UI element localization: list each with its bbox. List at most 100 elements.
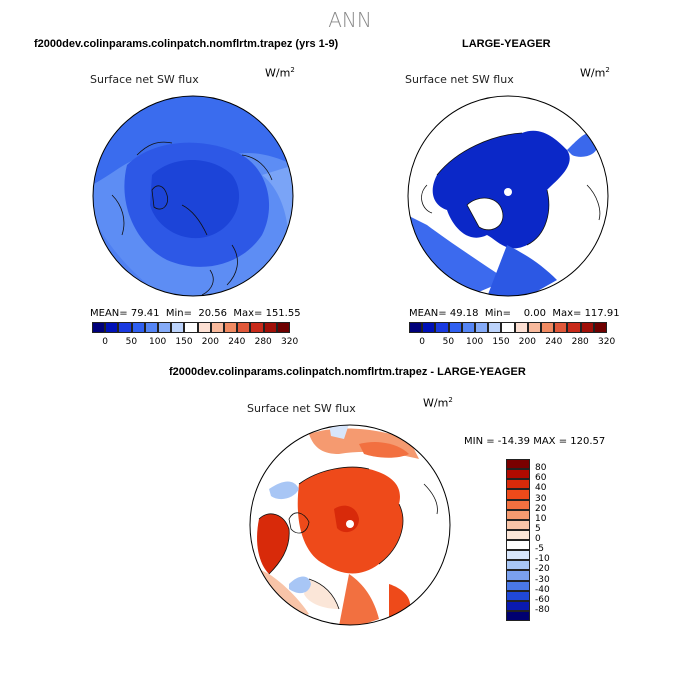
diff-colorbar	[506, 459, 530, 621]
colorbar-tick-label: 30	[535, 493, 547, 504]
diff-variable-label: Surface net SW flux	[247, 402, 356, 415]
diff-units-exp: 2	[448, 396, 453, 404]
colorbar-cell	[506, 600, 530, 611]
left-colorbar	[92, 322, 291, 333]
colorbar-cell	[197, 322, 211, 333]
colorbar-cell	[475, 322, 489, 333]
right-field-ocean	[487, 245, 557, 296]
colorbar-cell	[506, 540, 530, 551]
diff-field-zone	[304, 579, 339, 609]
diff-field-zone	[329, 425, 349, 439]
diff-units-base: W/m	[423, 396, 449, 410]
colorbar-cell	[506, 590, 530, 601]
colorbar-cell	[171, 322, 185, 333]
diff-colorbar-ticks: 80 60 40 30 20 10 5 0 -5 -10 -20 -30 -40 -60 -80	[535, 459, 575, 621]
colorbar-cell	[554, 322, 568, 333]
colorbar-cell	[541, 322, 555, 333]
colorbar-cell	[506, 519, 530, 530]
colorbar-cell	[210, 322, 225, 333]
diff-panel-title: f2000dev.colinparams.colinpatch.nomflrtm…	[169, 366, 526, 378]
colorbar-tick-label: 0	[419, 337, 425, 347]
colorbar-cell	[506, 489, 530, 500]
colorbar-cell	[448, 322, 462, 333]
colorbar-cell	[506, 570, 530, 581]
colorbar-cell	[506, 580, 530, 591]
colorbar-cell	[118, 322, 132, 333]
right-coastline	[421, 132, 601, 246]
colorbar-tick-label: -30	[535, 574, 550, 585]
right-stats: MEAN= 49.18 Min= 0.00 Max= 117.91	[409, 308, 620, 319]
left-max-value: 151.55	[265, 308, 301, 319]
left-colorbar-ticks: 0 50 100 150 200 240 280 320	[92, 337, 298, 349]
colorbar-tick-label: 240	[228, 337, 246, 347]
colorbar-tick-label: 280	[254, 337, 272, 347]
colorbar-cell	[527, 322, 542, 333]
colorbar-tick-label: 0	[535, 534, 541, 544]
left-mean-value: 79.41	[130, 308, 160, 319]
left-max-label: Max=	[233, 308, 263, 319]
colorbar-cell	[567, 322, 581, 333]
colorbar-cell	[435, 322, 449, 333]
left-variable-label: Surface net SW flux	[90, 73, 199, 86]
right-variable-label: Surface net SW flux	[405, 73, 514, 86]
right-units-exp: 2	[605, 66, 610, 74]
colorbar-cell	[506, 610, 530, 621]
left-units: W/m2	[265, 66, 295, 80]
colorbar-tick-label: -20	[535, 564, 550, 575]
colorbar-tick-label: -5	[535, 544, 544, 555]
right-field-ocean	[432, 130, 570, 249]
colorbar-cell	[422, 322, 436, 333]
colorbar-cell	[131, 322, 145, 333]
right-panel-title: LARGE-YEAGER	[462, 38, 551, 50]
right-min-label: Min=	[484, 308, 511, 319]
colorbar-cell	[144, 322, 159, 333]
colorbar-cell	[158, 322, 172, 333]
diff-field-zone	[359, 442, 409, 458]
right-max-value: 117.91	[584, 308, 620, 319]
colorbar-tick-label: 5	[535, 523, 541, 534]
colorbar-cell	[506, 469, 530, 480]
diff-polar-map	[249, 424, 451, 626]
right-mean-label: MEAN=	[409, 308, 447, 319]
left-min-label: Min=	[165, 308, 192, 319]
colorbar-cell	[506, 529, 530, 540]
colorbar-tick-label: 50	[442, 337, 455, 347]
figure-title: ANN	[328, 8, 372, 32]
colorbar-cell	[224, 322, 238, 333]
right-mean-value: 49.18	[449, 308, 479, 319]
left-coastline	[111, 141, 273, 296]
colorbar-tick-label: 150	[175, 337, 193, 347]
colorbar-tick-label: 240	[545, 337, 563, 347]
colorbar-cell	[506, 479, 530, 490]
colorbar-cell	[237, 322, 251, 333]
diff-units: W/m2	[423, 396, 453, 410]
colorbar-cell	[514, 322, 528, 333]
colorbar-tick-label: 50	[125, 337, 138, 347]
colorbar-tick-label: 280	[571, 337, 589, 347]
colorbar-tick-label: 320	[281, 337, 299, 347]
right-min-value: 0.00	[523, 308, 546, 319]
diff-minmax: MIN = -14.39 MAX = 120.57	[464, 436, 606, 447]
colorbar-tick-label: 80	[535, 463, 547, 474]
colorbar-cell	[506, 560, 530, 571]
colorbar-cell	[506, 509, 530, 520]
colorbar-tick-label: 200	[201, 337, 219, 347]
colorbar-cell	[250, 322, 264, 333]
right-units-base: W/m	[580, 66, 606, 80]
diff-map-border	[249, 424, 451, 626]
colorbar-cell	[184, 322, 198, 333]
colorbar-tick-label: 100	[466, 337, 484, 347]
right-map-border	[407, 95, 609, 297]
left-panel-title: f2000dev.colinparams.colinpatch.nomflrtm…	[34, 38, 339, 50]
colorbar-cell	[488, 322, 502, 333]
left-units-base: W/m	[265, 66, 291, 80]
right-pole-hole	[504, 188, 512, 196]
colorbar-tick-label: 0	[102, 337, 108, 347]
left-field-zone	[150, 160, 240, 239]
left-polar-map	[92, 95, 294, 297]
colorbar-cell	[105, 322, 119, 333]
left-field-zone	[93, 96, 293, 185]
colorbar-tick-label: 150	[492, 337, 510, 347]
colorbar-cell	[409, 322, 423, 333]
colorbar-tick-label: 320	[598, 337, 616, 347]
